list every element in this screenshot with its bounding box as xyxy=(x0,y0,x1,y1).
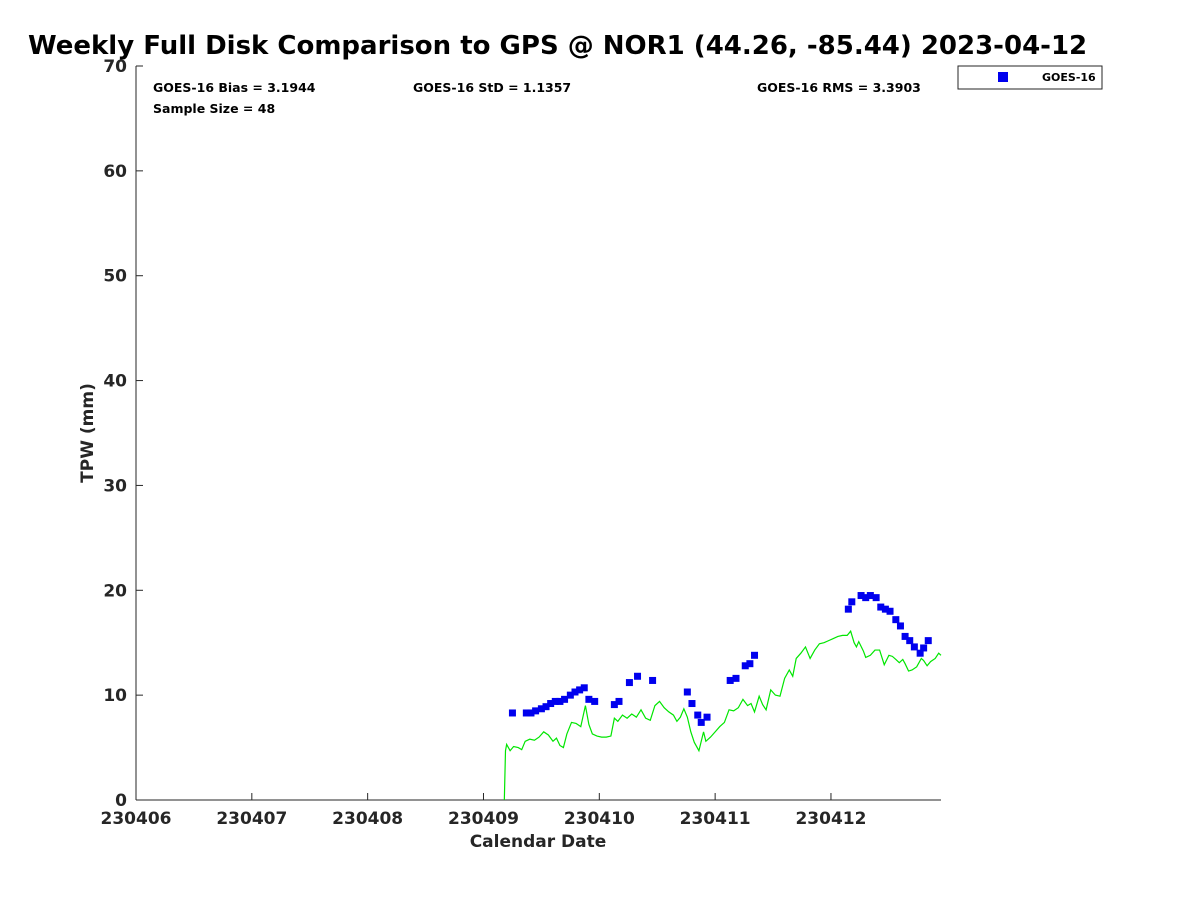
goes16-point xyxy=(866,592,874,600)
goes16-point xyxy=(892,616,900,624)
x-tick-label: 230408 xyxy=(332,809,403,829)
legend-marker-goes16 xyxy=(998,72,1008,82)
goes16-point xyxy=(683,688,691,696)
goes16-point xyxy=(649,676,657,684)
x-tick-label: 230407 xyxy=(216,809,287,829)
goes16-point xyxy=(862,594,870,602)
goes16-point xyxy=(726,676,734,684)
legend-label-goes16: GOES-16 xyxy=(1042,71,1096,84)
goes16-point xyxy=(532,707,540,715)
goes16-point xyxy=(688,700,696,708)
goes16-point xyxy=(896,622,904,630)
x-axis-label: Calendar Date xyxy=(470,832,607,852)
goes16-point xyxy=(906,637,914,645)
goes16-point xyxy=(697,718,705,726)
y-tick-label: 50 xyxy=(103,267,127,287)
x-tick-label: 230406 xyxy=(101,809,172,829)
x-tick-label: 230410 xyxy=(564,809,635,829)
goes16-point xyxy=(542,703,550,711)
goes16-point xyxy=(881,605,889,613)
legend: GOES-16 xyxy=(957,65,1103,90)
y-tick-label: 30 xyxy=(103,476,127,496)
goes16-point xyxy=(751,651,759,659)
goes16-point xyxy=(591,697,599,705)
goes16-point xyxy=(872,594,880,602)
series-layer xyxy=(503,592,942,801)
rms-stat: GOES-16 RMS = 3.3903 xyxy=(757,80,921,95)
goes16-point xyxy=(556,697,564,705)
x-tick-label: 230409 xyxy=(448,809,519,829)
goes16-point xyxy=(844,605,852,613)
x-tick-label: 230412 xyxy=(795,809,866,829)
goes16-point xyxy=(634,672,642,680)
legend-box xyxy=(957,65,1103,90)
goes16-point xyxy=(610,701,618,709)
std-stat: GOES-16 StD = 1.1357 xyxy=(413,80,571,95)
goes16-point xyxy=(703,713,711,721)
x-ticks: 230406 230407 230408 230409 230410 230411 2304… xyxy=(101,793,866,829)
sample-size-stat: Sample Size = 48 xyxy=(153,101,275,116)
goes16-point xyxy=(857,592,865,600)
x-tick-label: 230411 xyxy=(680,809,751,829)
goes16-point xyxy=(694,711,702,719)
goes16-point xyxy=(580,684,588,692)
goes16-point xyxy=(561,695,569,703)
goes16-point xyxy=(916,649,924,657)
goes16-point xyxy=(886,607,894,615)
goes16-point xyxy=(741,662,749,670)
stats-annotations: GOES-16 Bias = 3.1944 GOES-16 StD = 1.13… xyxy=(153,80,921,116)
goes16-point xyxy=(547,700,555,708)
y-tick-label: 10 xyxy=(103,686,127,706)
goes16-point xyxy=(910,643,918,651)
goes16-point xyxy=(625,679,633,687)
goes16-point xyxy=(848,598,856,606)
goes16-point xyxy=(920,644,928,652)
goes16-point xyxy=(585,695,593,703)
goes16-point xyxy=(566,691,574,699)
chart-title: Weekly Full Disk Comparison to GPS @ NOR… xyxy=(28,31,1087,61)
goes16-point xyxy=(924,637,932,645)
y-tick-label: 40 xyxy=(103,372,127,392)
y-tick-label: 0 xyxy=(115,791,127,811)
goes16-point xyxy=(522,709,530,717)
goes16-point xyxy=(508,709,516,717)
bias-stat: GOES-16 Bias = 3.1944 xyxy=(153,80,316,95)
goes16-point xyxy=(732,674,740,682)
goes16-point xyxy=(537,705,545,713)
goes16-point xyxy=(576,686,584,694)
goes16-point xyxy=(551,697,559,705)
goes16-point xyxy=(527,709,535,717)
goes16-point xyxy=(746,660,754,668)
y-tick-label: 20 xyxy=(103,581,127,601)
plot-area: 0 10 20 30 40 50 60 70 230406 230407 230408 230409… xyxy=(101,57,942,829)
y-tick-label: 60 xyxy=(103,162,127,182)
y-axis-label: TPW (mm) xyxy=(78,383,98,483)
y-tick-label: 70 xyxy=(103,57,127,77)
goes16-point xyxy=(615,697,623,705)
goes16-point xyxy=(571,688,579,696)
y-ticks: 0 10 20 30 40 50 60 70 xyxy=(103,57,143,811)
gps-line xyxy=(503,629,942,801)
goes16-point xyxy=(901,632,909,640)
goes16-point xyxy=(877,603,885,611)
